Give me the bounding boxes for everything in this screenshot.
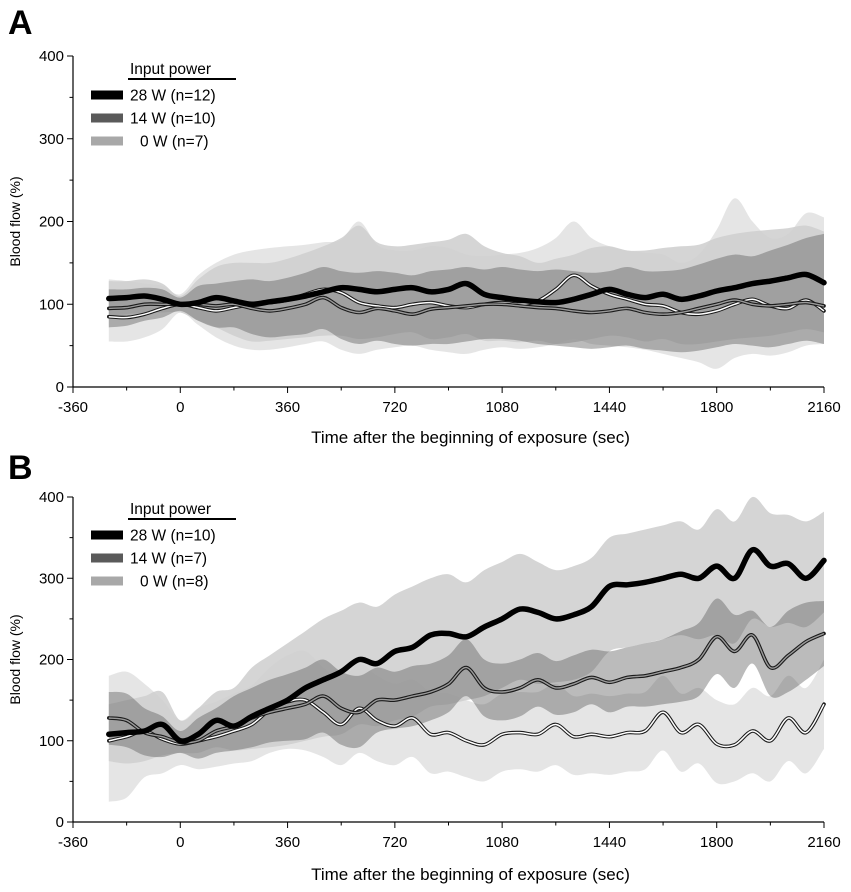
x-tick-label: -360 — [58, 834, 88, 851]
y-tick-label: 100 — [39, 733, 64, 750]
x-tick-label: 1080 — [485, 399, 518, 416]
legend: Input power 28 W (n=12) 14 W (n=10) 0 W (n=… — [91, 61, 236, 151]
y-axis-title: Blood flow (%) — [7, 176, 23, 266]
legend-label: 28 W (n=10) — [130, 528, 216, 545]
series-line-inner-dark-gray-outline — [108, 296, 825, 315]
legend-label: 0 W (n=7) — [140, 134, 208, 151]
x-tick-label: 2160 — [807, 834, 840, 851]
x-tick-label: 1080 — [485, 834, 518, 851]
error-band-dark-gray-outline — [108, 598, 825, 759]
x-axis-title: Time after the beginning of exposure (se… — [311, 865, 630, 884]
legend-swatch-dark-gray-outline — [91, 553, 123, 563]
legend-swatch-light-gray-outline — [91, 136, 123, 146]
legend: Input power 28 W (n=10) 14 W (n=7) 0 W (n=8… — [91, 501, 236, 591]
legend-label: 14 W (n=7) — [130, 551, 207, 568]
y-tick-label: 0 — [56, 814, 64, 831]
legend-title: Input power — [130, 501, 211, 518]
error-band-light-gray-outline — [108, 650, 825, 802]
x-tick-label: 720 — [382, 399, 407, 416]
y-tick-label: 0 — [56, 379, 64, 396]
series-line-inner-light-gray-outline — [108, 698, 825, 748]
legend-swatch-dark-gray-outline — [91, 113, 123, 123]
x-tick-label: 1440 — [593, 399, 626, 416]
x-tick-label: 1800 — [700, 834, 733, 851]
panel-a: A -360 0 360 720 1080 1440 1800 2160 0 100 200 300 40… — [7, 4, 841, 447]
y-tick-label: 100 — [39, 296, 64, 313]
legend-label: 28 W (n=12) — [130, 88, 216, 105]
x-tick-label: 720 — [382, 834, 407, 851]
y-tick-label: 200 — [39, 214, 64, 231]
y-tick-label: 400 — [39, 48, 64, 65]
x-tick-label: 1800 — [700, 399, 733, 416]
legend-title: Input power — [130, 61, 211, 78]
legend-label: 0 W (n=8) — [140, 574, 208, 591]
legend-swatch-light-gray-outline — [91, 576, 123, 586]
x-tick-label: 360 — [275, 399, 300, 416]
y-tick-label: 400 — [39, 489, 64, 506]
error-band-dark-gray-outline — [108, 233, 825, 353]
x-tick-label: -360 — [58, 399, 88, 416]
x-tick-label: 1440 — [593, 834, 626, 851]
legend-swatch-thick-black — [91, 90, 123, 100]
panel-letter: A — [8, 4, 33, 42]
panel-letter: B — [8, 449, 33, 487]
x-tick-label: 2160 — [807, 399, 840, 416]
y-axis-title: Blood flow (%) — [7, 614, 23, 704]
x-tick-label: 0 — [176, 834, 184, 851]
series-line-thick-black — [106, 271, 827, 308]
y-tick-label: 300 — [39, 570, 64, 587]
y-tick-label: 300 — [39, 131, 64, 148]
panel-b: B -360 0 360 720 1080 1440 1800 2160 0 100 200 300 40… — [7, 449, 841, 884]
legend-label: 14 W (n=10) — [130, 111, 216, 128]
y-tick-label: 200 — [39, 652, 64, 669]
x-tick-label: 360 — [275, 834, 300, 851]
x-tick-label: 0 — [176, 399, 184, 416]
x-axis-title: Time after the beginning of exposure (se… — [311, 428, 630, 447]
legend-swatch-thick-black — [91, 530, 123, 540]
series-line-thick-black — [106, 547, 827, 744]
